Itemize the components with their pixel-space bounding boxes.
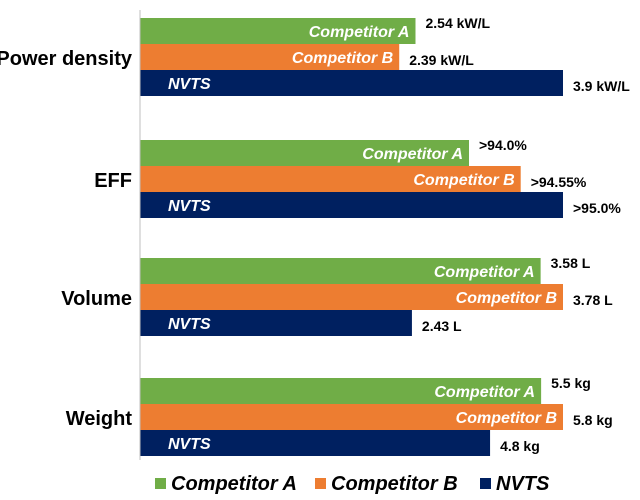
legend-swatch (315, 478, 326, 489)
bar-inner-label: Competitor B (413, 172, 514, 189)
bar-inner-label: Competitor A (309, 24, 410, 41)
group-weight: Competitor A 5.5 kg Competitor B 5.8 kg NVTS… (66, 375, 613, 456)
bar-inner-label: NVTS (168, 198, 211, 215)
category-label: Weight (66, 408, 133, 430)
bar-competitor-a (140, 258, 541, 284)
legend-swatch (480, 478, 491, 489)
value-label: >94.0% (479, 137, 527, 153)
value-label: 3.78 L (573, 292, 613, 308)
value-label: 2.39 kW/L (409, 52, 474, 68)
bar-competitor-b (140, 44, 400, 70)
bar-inner-label: Competitor B (292, 50, 393, 67)
legend: Competitor A Competitor B NVTS (155, 473, 550, 495)
group-power-density: Competitor A 2.54 kW/L Competitor B 2.39 kW… (0, 15, 630, 96)
legend-item-nvts: NVTS (480, 473, 550, 495)
bar-inner-label: Competitor A (362, 146, 463, 163)
value-label: >94.55% (531, 174, 587, 190)
value-label: >95.0% (573, 200, 621, 216)
value-label: 5.5 kg (551, 375, 591, 391)
bar-competitor-a (140, 18, 416, 44)
bar-competitor-b (140, 166, 521, 192)
bar-competitor-b (140, 284, 563, 310)
category-label: Volume (61, 288, 132, 310)
group-volume: Competitor A 3.58 L Competitor B 3.78 L NVTS… (61, 255, 613, 336)
legend-item-competitor-b: Competitor B (315, 473, 458, 495)
bar-competitor-b (140, 404, 563, 430)
legend-item-competitor-a: Competitor A (155, 473, 297, 495)
bar-nvts (140, 192, 563, 218)
category-label: EFF (94, 170, 132, 192)
legend-label: NVTS (496, 473, 550, 495)
bar-competitor-a (140, 378, 542, 404)
bar-competitor-a (140, 140, 469, 166)
bar-nvts (140, 70, 563, 96)
bar-inner-label: NVTS (168, 76, 211, 93)
value-label: 3.9 kW/L (573, 78, 630, 94)
bar-nvts (140, 310, 412, 336)
legend-label: Competitor B (331, 473, 458, 495)
bar-inner-label: Competitor A (434, 264, 535, 281)
bar-inner-label: NVTS (168, 316, 211, 333)
value-label: 2.54 kW/L (425, 15, 490, 31)
bar-inner-label: Competitor B (456, 290, 557, 307)
value-label: 5.8 kg (573, 412, 613, 428)
category-label: Power density (0, 48, 133, 70)
bar-nvts (140, 430, 491, 456)
value-label: 2.43 L (422, 318, 462, 334)
legend-swatch (155, 478, 166, 489)
group-eff: Competitor A >94.0% Competitor B >94.55% NVT… (94, 137, 621, 218)
legend-label: Competitor A (171, 473, 297, 495)
bar-inner-label: Competitor A (434, 384, 535, 401)
value-label: 3.58 L (551, 255, 591, 271)
bar-inner-label: NVTS (168, 436, 211, 453)
bar-inner-label: Competitor B (456, 410, 557, 427)
value-label: 4.8 kg (500, 438, 540, 454)
